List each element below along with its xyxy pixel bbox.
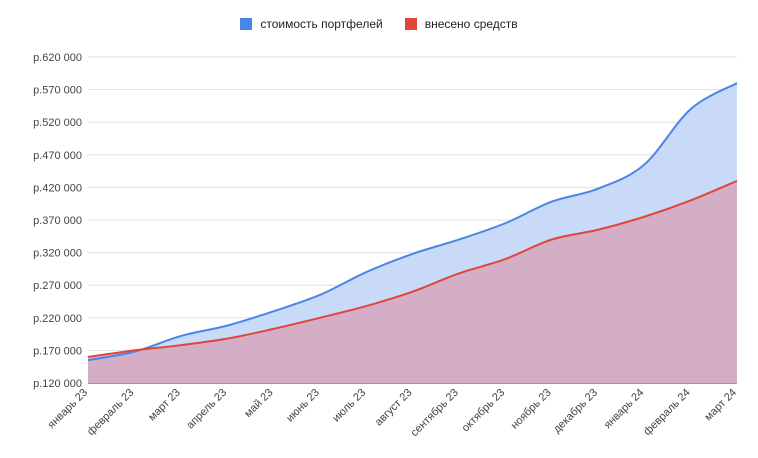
series-area-1: [88, 180, 737, 383]
x-tick-label: октябрь 23: [460, 387, 508, 435]
y-tick-label: р.220 000: [33, 313, 82, 325]
legend-swatch-deposited: [404, 18, 417, 30]
y-tick-label: р.270 000: [33, 280, 82, 292]
y-tick-label: р.470 000: [33, 150, 82, 162]
y-tick-label: р.120 000: [33, 378, 82, 390]
y-tick-label: р.370 000: [33, 215, 82, 227]
x-tick-label: сентябрь 23: [409, 387, 461, 439]
x-tick-label: январь 23: [46, 387, 91, 432]
x-tick-label: июнь 23: [284, 387, 322, 425]
y-tick-label: р.570 000: [33, 85, 82, 97]
x-tick-label: январь 24: [602, 387, 647, 432]
x-tick-label: февраль 24: [641, 387, 692, 438]
y-tick-label: р.320 000: [33, 248, 82, 260]
x-tick-label: апрель 23: [184, 387, 229, 432]
legend-label-deposited: внесено средств: [424, 17, 518, 31]
y-tick-label: р.520 000: [33, 117, 82, 129]
x-tick-label: август 23: [373, 387, 415, 429]
legend-label-portfolio: стоимость портфелей: [260, 17, 383, 31]
legend-swatch-portfolio: [240, 18, 253, 30]
series-areas: [88, 83, 737, 383]
y-tick-label: р.420 000: [33, 182, 82, 194]
y-tick-label: р.170 000: [33, 345, 82, 357]
legend-item-portfolio[interactable]: стоимость портфелей: [240, 17, 383, 31]
x-tick-label: февраль 23: [85, 387, 136, 438]
x-tick-label: март 23: [146, 387, 183, 424]
y-axis-ticks: р.120 000 р.170 000 р.220 000 р.270 000 р.32…: [33, 52, 82, 390]
x-tick-label: март 24: [702, 387, 739, 424]
x-tick-label: декабрь 23: [551, 387, 600, 436]
x-tick-label: ноябрь 23: [509, 387, 554, 432]
legend: стоимость портфелей внесено средств: [0, 17, 758, 31]
series-lines: [87, 82, 738, 362]
y-tick-label: р.620 000: [33, 52, 82, 64]
x-tick-label: июль 23: [330, 387, 368, 425]
legend-item-deposited[interactable]: внесено средств: [404, 17, 518, 31]
x-tick-label: май 23: [242, 387, 275, 420]
series-line-0: [87, 82, 738, 362]
